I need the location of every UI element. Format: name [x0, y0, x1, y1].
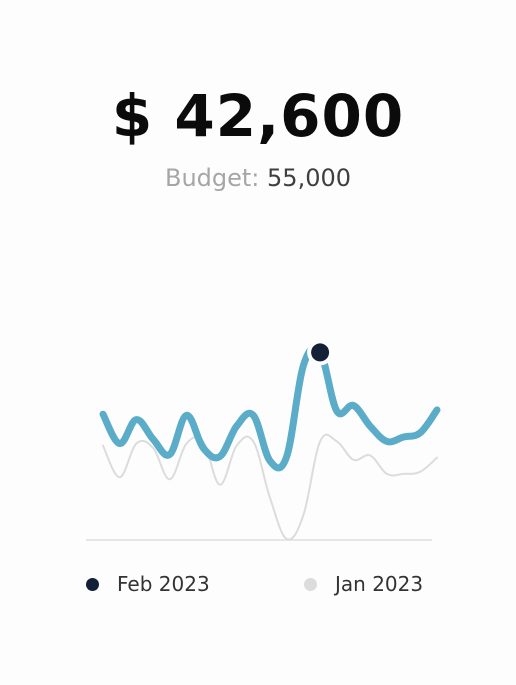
highlight-point[interactable]: [311, 343, 330, 362]
budget-label: Budget:: [164, 164, 260, 192]
series-line-jan-2023: [102, 433, 438, 541]
legend-dot-feb-2023: [86, 577, 99, 591]
legend-dot-jan-2023: [304, 577, 317, 591]
budget-line: Budget: 55,000: [0, 164, 516, 192]
legend-label-jan-2023: Jan 2023: [335, 572, 424, 596]
total-amount: $ 42,600: [111, 82, 405, 150]
budget-value: 55,000: [267, 164, 352, 192]
legend-label-feb-2023: Feb 2023: [117, 572, 210, 596]
legend-item-jan-2023[interactable]: Jan 2023: [304, 572, 423, 596]
series-line-feb-2023: [99, 344, 441, 472]
legend-item-feb-2023[interactable]: Feb 2023: [86, 572, 210, 596]
